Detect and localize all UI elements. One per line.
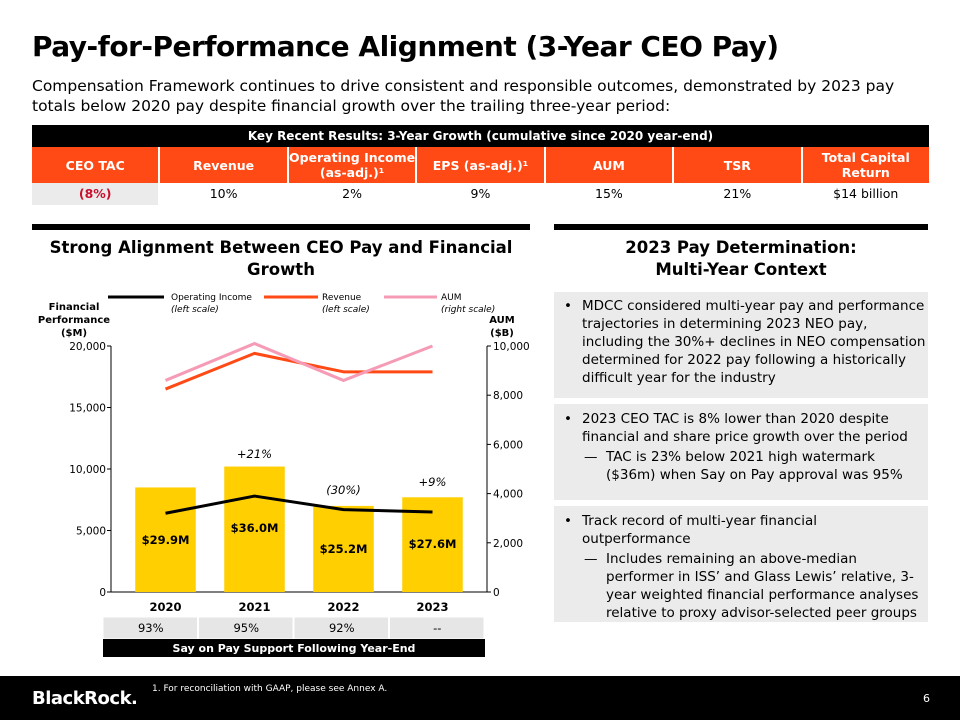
col-header-eps: EPS (as-adj.)¹ bbox=[415, 147, 544, 183]
bullet-box-2: • 2023 CEO TAC is 8% lower than 2020 desp… bbox=[554, 404, 928, 500]
sub-bullet-item: — TAC is 23% below 2021 high watermark ($… bbox=[584, 449, 903, 483]
value-revenue: 10% bbox=[158, 183, 286, 205]
bullet-item: • 2023 CEO TAC is 8% lower than 2020 desp… bbox=[564, 411, 908, 445]
key-results-value-row: (8%) 10% 2% 9% 15% 21% $14 billion bbox=[32, 183, 929, 205]
x-axis-category-label: 2023 bbox=[416, 600, 448, 614]
brand-logo: BlackRock. bbox=[32, 688, 138, 709]
left-axis-title-line1: Financial bbox=[49, 302, 100, 313]
right-axis-tick-label: 0 bbox=[493, 587, 500, 599]
say-on-pay-value: -- bbox=[433, 621, 441, 635]
chart-legend: Operating Income (left scale) Revenue (l… bbox=[108, 293, 495, 315]
bar-change-label: (30%) bbox=[326, 483, 361, 497]
bar-value-label: $29.9M bbox=[142, 533, 190, 547]
col-header-aum: AUM bbox=[543, 147, 673, 183]
left-axis-tick-label: 15,000 bbox=[69, 403, 106, 415]
x-axis-category-label: 2021 bbox=[238, 600, 270, 614]
say-on-pay-value: 95% bbox=[233, 621, 259, 635]
value-ceo-tac: (8%) bbox=[32, 183, 159, 205]
bar-change-label: +21% bbox=[237, 447, 272, 461]
bullet-box-3: • Track record of multi-year financial ou… bbox=[554, 506, 928, 622]
right-axis-tick-label: 4,000 bbox=[493, 489, 523, 501]
bullet-box-1: • MDCC considered multi-year pay and perf… bbox=[554, 292, 928, 398]
chart-bar-2023 bbox=[402, 497, 463, 592]
x-axis-category-label: 2022 bbox=[327, 600, 359, 614]
value-operating-income: 2% bbox=[286, 183, 415, 205]
right-axis-tick-label: 10,000 bbox=[493, 341, 530, 353]
legend-note-revenue: (left scale) bbox=[322, 305, 370, 315]
sub-bullet-item: — Includes remaining an above-median perf… bbox=[584, 551, 919, 621]
value-total-capital-return: $14 billion bbox=[800, 183, 929, 205]
left-axis-title-line3: ($M) bbox=[61, 328, 87, 339]
value-aum: 15% bbox=[543, 183, 672, 205]
left-axis-title-line2: Performance bbox=[38, 315, 110, 326]
series-line-revenue bbox=[164, 351, 433, 391]
value-tsr: 21% bbox=[672, 183, 800, 205]
left-axis-tick-label: 5,000 bbox=[76, 526, 106, 538]
right-axis-tick-label: 6,000 bbox=[493, 439, 523, 451]
footer: BlackRock. 1. For reconciliation with GA… bbox=[0, 676, 960, 720]
right-panel-rule bbox=[554, 224, 928, 230]
col-header-operating-income: Operating Income (as-adj.)¹ bbox=[286, 147, 416, 183]
bar-change-label: +9% bbox=[419, 475, 447, 489]
say-on-pay-label-bar bbox=[103, 639, 485, 657]
page-subtitle: Compensation Framework continues to driv… bbox=[32, 77, 895, 115]
right-axis-title-line1: AUM bbox=[489, 315, 515, 326]
bar-value-label: $27.6M bbox=[409, 537, 457, 551]
say-on-pay-value: 93% bbox=[138, 621, 164, 635]
right-axis-tick-label: 2,000 bbox=[493, 538, 523, 550]
left-axis-tick-label: 20,000 bbox=[69, 341, 106, 353]
x-axis-category-label: 2020 bbox=[149, 600, 181, 614]
series-line-aum bbox=[164, 342, 434, 382]
col-header-total-capital-return: Total Capital Return bbox=[800, 147, 929, 183]
bar-value-label: $25.2M bbox=[320, 542, 368, 556]
right-axis-tick-label: 8,000 bbox=[493, 390, 523, 402]
key-results-table: Key Recent Results: 3-Year Growth (cumul… bbox=[32, 125, 929, 205]
bullet-item: • MDCC considered multi-year pay and perf… bbox=[564, 298, 926, 386]
series-line-operating-income bbox=[165, 494, 433, 515]
key-results-title: Key Recent Results: 3-Year Growth (cumul… bbox=[32, 125, 929, 147]
chart-bar-2022 bbox=[313, 505, 374, 592]
value-eps: 9% bbox=[415, 183, 543, 205]
page-title: Pay-for-Performance Alignment (3-Year CE… bbox=[32, 30, 779, 63]
right-panel-title: 2023 Pay Determination: Multi-Year Conte… bbox=[554, 237, 928, 281]
col-header-ceo-tac: CEO TAC bbox=[32, 147, 159, 183]
legend-label-operating-income: Operating Income bbox=[171, 293, 252, 303]
right-panel-title-line2: Multi-Year Context bbox=[655, 260, 827, 279]
right-panel-title-line1: 2023 Pay Determination: bbox=[625, 238, 857, 257]
legend-label-revenue: Revenue bbox=[322, 293, 362, 303]
col-header-revenue: Revenue bbox=[158, 147, 287, 183]
pay-performance-chart: Operating Income (left scale) Revenue (l… bbox=[38, 293, 530, 657]
footnote: 1. For reconciliation with GAAP, please … bbox=[152, 684, 388, 694]
say-on-pay-label: Say on Pay Support Following Year-End bbox=[173, 642, 416, 655]
key-results-header-row: CEO TAC Revenue Operating Income (as-adj… bbox=[32, 147, 929, 183]
legend-note-aum: (right scale) bbox=[441, 305, 495, 315]
col-header-tsr: TSR bbox=[672, 147, 801, 183]
legend-note-operating-income: (left scale) bbox=[171, 305, 219, 315]
chart-bar-2020 bbox=[135, 487, 196, 592]
right-axis-title-line2: ($B) bbox=[490, 328, 514, 339]
bullet-item: • Track record of multi-year financial ou… bbox=[564, 513, 817, 547]
say-on-pay-value: 92% bbox=[329, 621, 355, 635]
left-panel-rule bbox=[32, 224, 530, 230]
bar-value-label: $36.0M bbox=[231, 521, 279, 535]
chart-bar-2021 bbox=[224, 466, 285, 592]
legend-label-aum: AUM bbox=[441, 293, 462, 303]
left-panel-title: Strong Alignment Between CEO Pay and Fin… bbox=[49, 238, 513, 279]
left-axis-tick-label: 0 bbox=[99, 587, 106, 599]
left-axis-tick-label: 10,000 bbox=[69, 464, 106, 476]
page-number: 6 bbox=[923, 692, 930, 705]
